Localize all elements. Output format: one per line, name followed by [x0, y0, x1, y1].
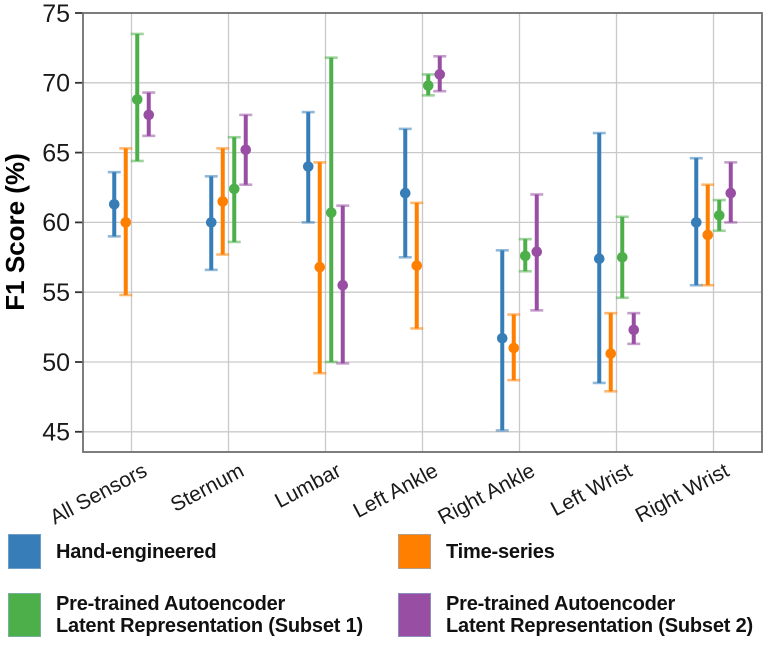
series-pre-trained-autoencoder-latent-representation-subset-2: [142, 54, 738, 365]
x-tick-label: Left Ankle: [350, 459, 442, 523]
data-point: [690, 217, 702, 228]
data-point: [519, 250, 531, 262]
y-axis: 45 50 55 60 65 70 75: [42, 0, 83, 447]
data-point: [605, 348, 617, 359]
data-point: [205, 217, 217, 228]
y-tick-label: 45: [42, 419, 70, 447]
y-tick-label: 70: [42, 70, 70, 98]
data-point: [593, 253, 605, 264]
x-tick-label: Lumbar: [271, 459, 345, 513]
x-tick-label: Right Ankle: [434, 459, 539, 529]
data-point: [120, 217, 132, 228]
legend-label-line: Latent Representation (Subset 2): [446, 615, 753, 637]
data-point: [702, 229, 714, 241]
data-point: [399, 187, 411, 199]
legend-item-time-series: Time-series: [398, 534, 758, 569]
data-point: [337, 279, 349, 291]
data-point: [217, 196, 229, 207]
series-time-series: [119, 147, 715, 393]
data-point: [325, 207, 337, 218]
legend-swatch-autoencoder-subset2: [398, 593, 431, 637]
legend-label-line: Hand-engineered: [56, 540, 217, 563]
data-point: [616, 251, 628, 263]
y-axis-title: F1 Score (%): [0, 153, 30, 311]
data-point: [508, 342, 520, 354]
data-point: [228, 183, 240, 195]
y-tick-label: 65: [42, 139, 70, 167]
legend-label-time-series: Time-series: [446, 541, 555, 563]
legend-swatch-time-series: [398, 534, 431, 569]
data-point: [422, 80, 434, 91]
legend-swatch-hand-engineered: [8, 534, 41, 569]
plot-frame: [82, 12, 763, 453]
legend-label-line: Time-series: [446, 540, 555, 563]
y-tick-label: 55: [42, 279, 70, 307]
x-axis-labels: All Sensors Sternum Lumbar Left AnkleRight …: [46, 459, 733, 529]
legend-label-line: Pre-trained Autoencoder: [56, 593, 286, 615]
data-point: [108, 198, 120, 210]
data-point: [628, 324, 640, 336]
data-point: [434, 69, 446, 80]
data-point: [143, 109, 155, 121]
data-point: [531, 246, 543, 258]
y-tick-label: 50: [42, 349, 70, 377]
data-point: [496, 332, 508, 344]
x-tick-label: Right Wrist: [632, 459, 733, 527]
legend-label-line: Latent Representation (Subset 1): [56, 615, 363, 637]
f1-score-errorbar-chart: 45 50 55 60 65 70 75 F1 Score (%) All Sensors Ste…: [0, 0, 763, 529]
legend-label-autoencoder-subset2: Pre-trained Autoencoder Latent Represent…: [446, 593, 753, 637]
legend-item-hand-engineered: Hand-engineered: [8, 534, 398, 569]
legend-row-1: Hand-engineered Time-series: [8, 534, 764, 569]
data-point: [713, 210, 725, 221]
legend-item-autoencoder-subset1: Pre-trained Autoencoder Latent Represent…: [8, 593, 398, 637]
series-pre-trained-autoencoder-latent-representation-subset-1: [130, 32, 726, 364]
x-tick-label: Sternum: [167, 459, 248, 517]
y-tick-label: 60: [42, 209, 70, 237]
data-point: [240, 144, 252, 156]
legend-label-autoencoder-subset1: Pre-trained Autoencoder Latent Represent…: [56, 593, 363, 637]
series-hand-engineered: [107, 110, 703, 432]
legend-label-line: Pre-trained Autoencoder: [446, 593, 676, 615]
legend-item-autoencoder-subset2: Pre-trained Autoencoder Latent Represent…: [398, 593, 758, 637]
data-point: [314, 261, 326, 273]
data-point: [411, 260, 423, 271]
x-tick-label: All Sensors: [46, 459, 151, 529]
y-tick-label: 75: [42, 0, 70, 28]
data-point: [131, 94, 143, 105]
data-point: [725, 187, 737, 199]
legend-swatch-autoencoder-subset1: [8, 593, 41, 637]
data-point: [302, 161, 314, 172]
x-tick-label: Left Wrist: [547, 459, 636, 521]
legend-label-hand-engineered: Hand-engineered: [56, 540, 217, 563]
legend-row-2: Pre-trained Autoencoder Latent Represent…: [8, 593, 764, 637]
gridlines: [83, 13, 762, 452]
chart-legend: Hand-engineered Time-series Pre-trained …: [8, 534, 764, 637]
